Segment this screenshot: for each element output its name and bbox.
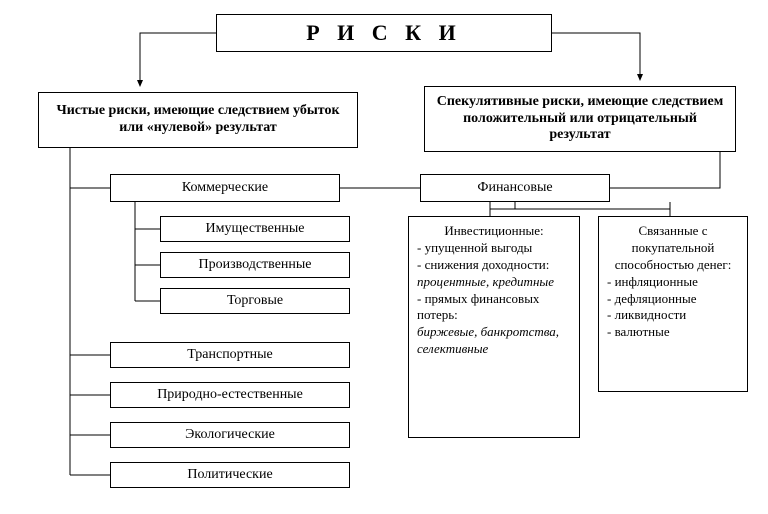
node-production: Производственные — [160, 252, 350, 278]
invest-l5: биржевые, банкротства, селективные — [417, 324, 571, 358]
invest-l4: - прямых финансовых потерь: — [417, 291, 571, 325]
node-speculative-risks: Спекулятивные риски, имеющие следствием … — [424, 86, 736, 152]
root-label: Р И С К И — [306, 20, 462, 46]
ecological-label: Экологические — [185, 427, 275, 444]
transport-label: Транспортные — [187, 347, 272, 364]
node-natural: Природно-естественные — [110, 382, 350, 408]
node-investment: Инвестиционные: - упущенной выгоды - сни… — [408, 216, 580, 438]
node-transport: Транспортные — [110, 342, 350, 368]
property-label: Имущественные — [206, 221, 305, 238]
commercial-label: Коммерческие — [182, 180, 268, 197]
node-trade: Торговые — [160, 288, 350, 314]
pure-label: Чистые риски, имеющие следствием убыток … — [45, 103, 351, 137]
purch-title: Связанные с покупательной способностью д… — [607, 223, 739, 274]
purch-l2: - дефляционные — [607, 291, 739, 308]
natural-label: Природно-естественные — [157, 387, 303, 404]
political-label: Политические — [187, 467, 272, 484]
invest-l3: процентные, кредитные — [417, 274, 571, 291]
node-pure-risks: Чистые риски, имеющие следствием убыток … — [38, 92, 358, 148]
purch-l1: - инфляционные — [607, 274, 739, 291]
spec-label: Спекулятивные риски, имеющие следствием … — [431, 94, 729, 144]
purch-l4: - валютные — [607, 324, 739, 341]
node-root: Р И С К И — [216, 14, 552, 52]
node-purchasing-power: Связанные с покупательной способностью д… — [598, 216, 748, 392]
trade-label: Торговые — [227, 293, 283, 310]
financial-label: Финансовые — [477, 180, 552, 197]
node-financial: Финансовые — [420, 174, 610, 202]
node-political: Политические — [110, 462, 350, 488]
invest-l1: - упущенной выгоды — [417, 240, 571, 257]
node-commercial: Коммерческие — [110, 174, 340, 202]
production-label: Производственные — [198, 257, 311, 274]
invest-title: Инвестиционные: — [417, 223, 571, 240]
node-property: Имущественные — [160, 216, 350, 242]
invest-l2: - снижения доходности: — [417, 257, 571, 274]
purch-l3: - ликвидности — [607, 307, 739, 324]
node-ecological: Экологические — [110, 422, 350, 448]
